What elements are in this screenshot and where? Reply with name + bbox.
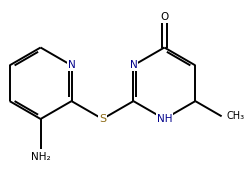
Text: O: O xyxy=(160,12,169,22)
Text: N: N xyxy=(68,60,75,70)
Text: N: N xyxy=(129,60,137,70)
Text: NH: NH xyxy=(157,114,172,124)
Text: S: S xyxy=(99,114,106,124)
Text: NH₂: NH₂ xyxy=(31,152,50,162)
Text: CH₃: CH₃ xyxy=(226,111,245,121)
